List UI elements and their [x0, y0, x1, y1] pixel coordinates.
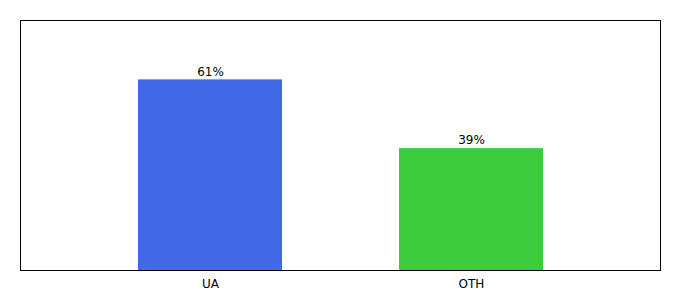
svg-text:39%: 39%: [458, 133, 485, 147]
svg-text:OTH: OTH: [459, 277, 485, 291]
svg-text:UA: UA: [202, 277, 220, 291]
svg-text:61%: 61%: [197, 65, 224, 79]
